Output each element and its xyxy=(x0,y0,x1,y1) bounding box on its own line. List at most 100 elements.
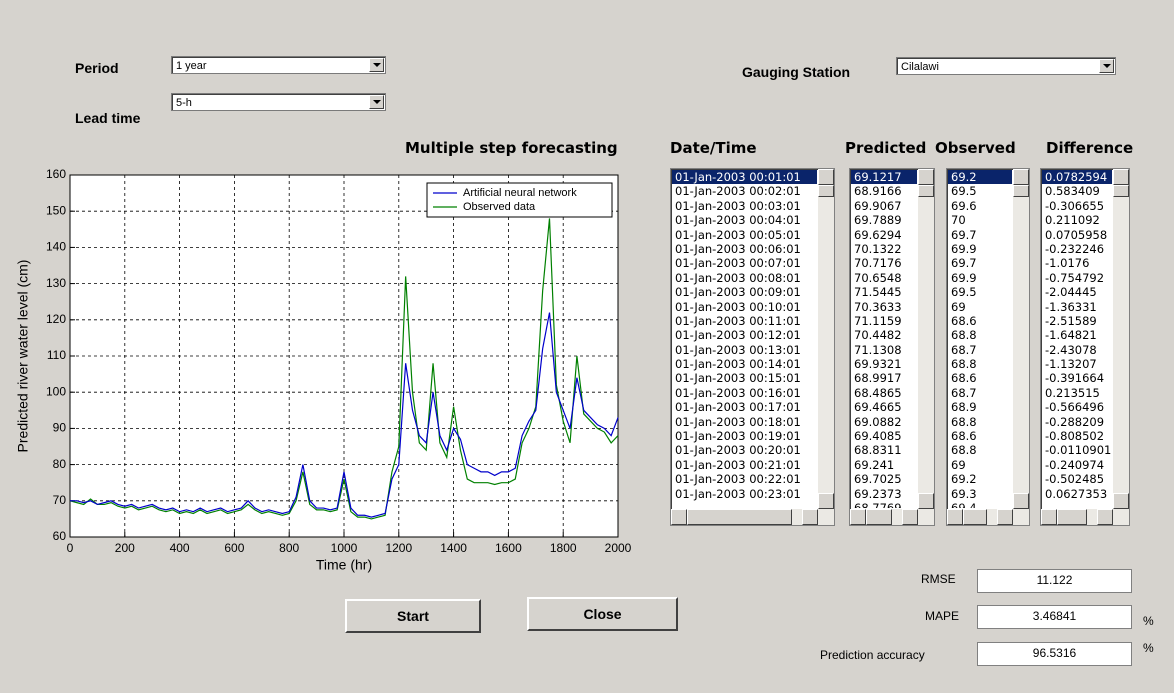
scroll-right[interactable] xyxy=(802,509,818,525)
list-row[interactable]: -0.288209 xyxy=(1045,414,1105,429)
list-row[interactable]: 0.0782594 xyxy=(1042,170,1112,185)
list-row[interactable]: 69.7889 xyxy=(854,213,902,228)
dropdown-arrow[interactable] xyxy=(369,95,384,109)
scroll-left[interactable] xyxy=(671,509,687,525)
list-row[interactable]: 68.8 xyxy=(951,357,977,372)
scroll-thumb[interactable] xyxy=(1013,185,1029,197)
list-row[interactable]: 01-Jan-2003 00:14:01 xyxy=(675,357,801,372)
list-box[interactable]: 01-Jan-2003 00:01:01 01-Jan-2003 00:02:01… xyxy=(670,168,835,526)
list-row[interactable]: 68.8 xyxy=(951,414,977,429)
list-row[interactable]: 69.1217 xyxy=(851,170,917,185)
scroll-left[interactable] xyxy=(947,509,963,525)
list-row[interactable]: 69.7 xyxy=(951,256,977,271)
list-row[interactable]: 01-Jan-2003 00:04:01 xyxy=(675,213,801,228)
list-row[interactable]: 68.7 xyxy=(951,342,977,357)
list-row[interactable]: -1.36331 xyxy=(1045,299,1097,314)
list-row[interactable]: 69.2373 xyxy=(854,486,902,501)
lead-time-dropdown[interactable]: 5-h xyxy=(171,93,386,111)
list-row[interactable]: 01-Jan-2003 00:21:01 xyxy=(675,457,801,472)
list-row[interactable]: 01-Jan-2003 00:10:01 xyxy=(675,299,801,314)
list-row[interactable]: 69.3 xyxy=(951,486,977,501)
list-row[interactable]: 70 xyxy=(951,213,966,228)
scroll-up[interactable] xyxy=(918,169,934,185)
list-row[interactable]: 0.213515 xyxy=(1045,385,1100,400)
list-row[interactable]: 69.4665 xyxy=(854,400,902,415)
list-box[interactable]: 69.1217 68.9166 69.9067 69.7889 69.6294 70.13… xyxy=(849,168,935,526)
list-row[interactable]: -0.391664 xyxy=(1045,371,1105,386)
list-row[interactable]: 69.9 xyxy=(951,241,977,256)
list-row[interactable]: 68.7769 xyxy=(854,500,902,508)
list-box[interactable]: 69.2 69.5 69.6 70 69.7 69.9 69.7 69.9 69.5 69 68.6… xyxy=(946,168,1030,526)
list-row[interactable]: 01-Jan-2003 00:03:01 xyxy=(675,198,801,213)
horizontal-scrollbar[interactable] xyxy=(850,509,934,525)
list-row[interactable]: 0.583409 xyxy=(1045,184,1100,199)
horizontal-scrollbar[interactable] xyxy=(947,509,1029,525)
list-row[interactable]: 69.9321 xyxy=(854,357,902,372)
scroll-thumb[interactable] xyxy=(918,185,934,197)
list-row[interactable]: 69.9067 xyxy=(854,198,902,213)
list-row[interactable]: 01-Jan-2003 00:22:01 xyxy=(675,472,801,487)
list-row[interactable]: -0.808502 xyxy=(1045,429,1105,444)
list-row[interactable]: 68.9 xyxy=(951,400,977,415)
list-row[interactable]: 01-Jan-2003 00:20:01 xyxy=(675,443,801,458)
list-row[interactable]: 01-Jan-2003 00:17:01 xyxy=(675,400,801,415)
scroll-right[interactable] xyxy=(902,509,918,525)
list-row[interactable]: 01-Jan-2003 00:19:01 xyxy=(675,429,801,444)
list-row[interactable]: 01-Jan-2003 00:06:01 xyxy=(675,241,801,256)
list-row[interactable]: 70.1322 xyxy=(854,241,902,256)
list-row[interactable]: 01-Jan-2003 00:16:01 xyxy=(675,385,801,400)
list-row[interactable]: -0.306655 xyxy=(1045,198,1105,213)
scroll-thumb[interactable] xyxy=(866,509,892,525)
list-row[interactable]: 70.3633 xyxy=(854,299,902,314)
vertical-scrollbar[interactable] xyxy=(818,169,834,509)
list-row[interactable]: 01-Jan-2003 00:12:01 xyxy=(675,328,801,343)
list-row[interactable]: 68.8 xyxy=(951,328,977,343)
horizontal-scrollbar[interactable] xyxy=(1041,509,1129,525)
list-row[interactable]: -1.64821 xyxy=(1045,328,1097,343)
list-row[interactable]: -1.0176 xyxy=(1045,256,1090,271)
list-row[interactable]: 01-Jan-2003 00:15:01 xyxy=(675,371,801,386)
horizontal-scrollbar[interactable] xyxy=(671,509,834,525)
scroll-down[interactable] xyxy=(818,493,834,509)
list-row[interactable]: -0.0110901 xyxy=(1045,443,1112,458)
list-row[interactable]: 69.4085 xyxy=(854,429,902,444)
list-row[interactable]: 68.7 xyxy=(951,385,977,400)
list-row[interactable]: -0.502485 xyxy=(1045,472,1105,487)
list-row[interactable]: 01-Jan-2003 00:11:01 xyxy=(675,313,801,328)
list-row[interactable]: 68.9917 xyxy=(854,371,902,386)
list-row[interactable]: 69.2 xyxy=(948,170,1012,185)
list-row[interactable]: -2.43078 xyxy=(1045,342,1097,357)
list-row[interactable]: 0.0705958 xyxy=(1045,227,1108,242)
list-row[interactable]: 69.241 xyxy=(854,457,895,472)
list-row[interactable]: 68.4865 xyxy=(854,385,902,400)
list-row[interactable]: 69.9 xyxy=(951,270,977,285)
list-row[interactable]: 69 xyxy=(951,299,966,314)
list-row[interactable]: 69 xyxy=(951,457,966,472)
list-row[interactable]: 01-Jan-2003 00:01:01 xyxy=(672,170,817,185)
scroll-down[interactable] xyxy=(918,493,934,509)
dropdown-arrow[interactable] xyxy=(369,58,384,72)
list-row[interactable]: -2.04445 xyxy=(1045,285,1097,300)
scroll-thumb[interactable] xyxy=(1113,185,1129,197)
scroll-up[interactable] xyxy=(818,169,834,185)
list-row[interactable]: -2.51589 xyxy=(1045,313,1097,328)
list-row[interactable]: 01-Jan-2003 00:07:01 xyxy=(675,256,801,271)
list-row[interactable]: 70.6548 xyxy=(854,270,902,285)
scroll-down[interactable] xyxy=(1013,493,1029,509)
period-dropdown[interactable]: 1 year xyxy=(171,56,386,74)
list-row[interactable]: 71.5445 xyxy=(854,285,902,300)
list-row[interactable]: 69.7 xyxy=(951,227,977,242)
vertical-scrollbar[interactable] xyxy=(1113,169,1129,509)
list-row[interactable]: 0.211092 xyxy=(1045,213,1100,228)
scroll-thumb[interactable] xyxy=(818,185,834,197)
list-row[interactable]: 68.8311 xyxy=(854,443,902,458)
list-row[interactable]: 69.2 xyxy=(951,472,977,487)
list-row[interactable]: 01-Jan-2003 00:18:01 xyxy=(675,414,801,429)
list-row[interactable]: 69.0882 xyxy=(854,414,902,429)
vertical-scrollbar[interactable] xyxy=(918,169,934,509)
list-row[interactable]: 70.7176 xyxy=(854,256,902,271)
list-row[interactable]: 69.5 xyxy=(951,184,977,199)
list-row[interactable]: 69.7025 xyxy=(854,472,902,487)
scroll-up[interactable] xyxy=(1113,169,1129,185)
list-row[interactable]: 01-Jan-2003 00:02:01 xyxy=(675,184,801,199)
